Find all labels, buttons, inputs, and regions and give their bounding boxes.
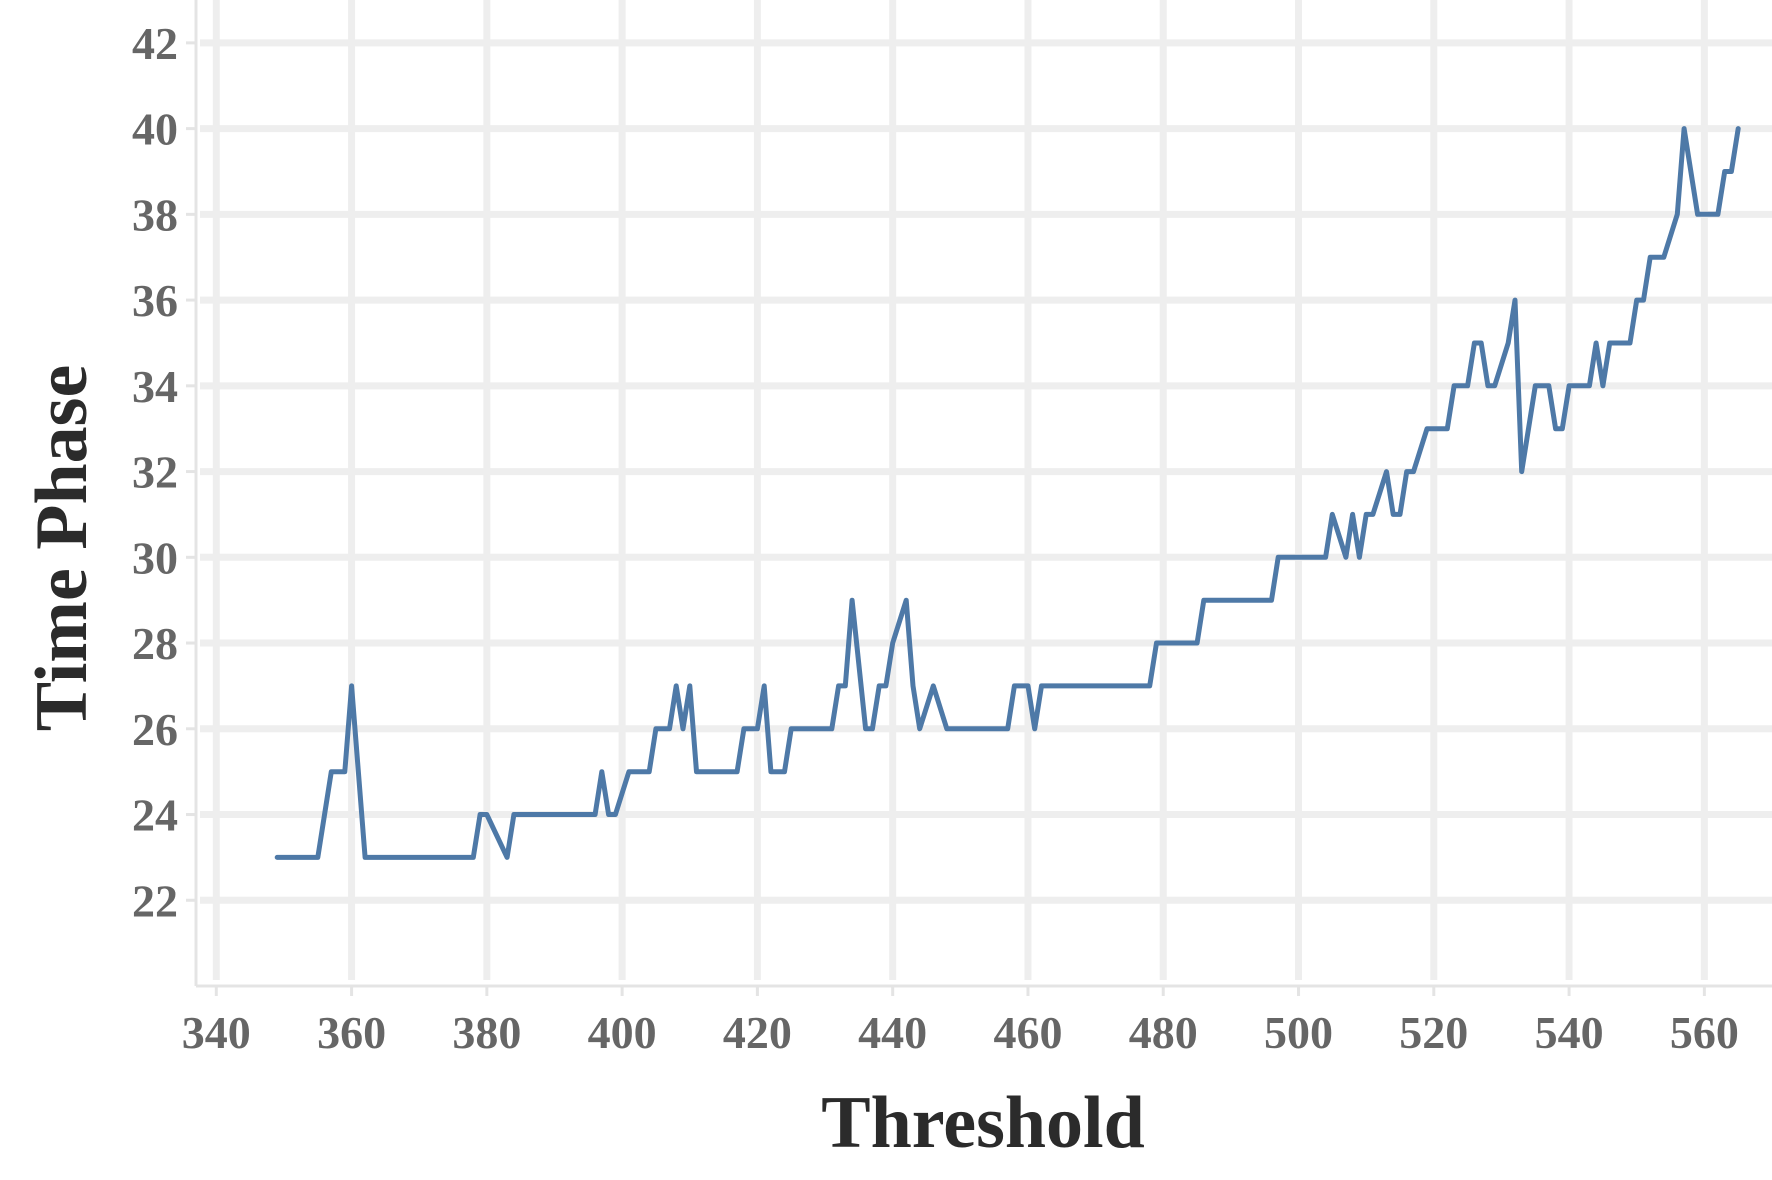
x-tick-label: 420 bbox=[723, 1007, 792, 1058]
y-tick-label: 24 bbox=[132, 790, 178, 841]
x-tick-label: 400 bbox=[588, 1007, 657, 1058]
x-tick-label: 480 bbox=[1129, 1007, 1198, 1058]
x-tick-label: 440 bbox=[858, 1007, 927, 1058]
y-tick-label: 28 bbox=[132, 618, 178, 669]
x-tick-label: 380 bbox=[452, 1007, 521, 1058]
axes bbox=[186, 0, 1772, 996]
series-line bbox=[274, 126, 1741, 860]
y-tick-label: 34 bbox=[132, 361, 178, 412]
series-layer bbox=[274, 126, 1741, 860]
y-tick-label: 32 bbox=[132, 447, 178, 498]
y-tick-label: 40 bbox=[132, 104, 178, 155]
y-tick-label: 30 bbox=[132, 532, 178, 583]
y-tick-label: 38 bbox=[132, 189, 178, 240]
x-tick-label: 560 bbox=[1670, 1007, 1739, 1058]
x-tick-label: 460 bbox=[993, 1007, 1062, 1058]
y-tick-label: 22 bbox=[132, 875, 178, 926]
x-tick-label: 540 bbox=[1535, 1007, 1604, 1058]
grid bbox=[200, 0, 1772, 980]
y-tick-label: 42 bbox=[132, 18, 178, 69]
x-tick-label: 500 bbox=[1264, 1007, 1333, 1058]
y-tick-label: 36 bbox=[132, 275, 178, 326]
tick-labels: 340 360 380 400 420 440 460 480 500 520 540 560 22 24… bbox=[132, 18, 1739, 1058]
x-tick-label: 520 bbox=[1399, 1007, 1468, 1058]
y-axis-title: Time Phase bbox=[21, 365, 103, 732]
x-tick-label: 360 bbox=[317, 1007, 386, 1058]
x-tick-label: 340 bbox=[182, 1007, 251, 1058]
y-tick-label: 26 bbox=[132, 704, 178, 755]
x-axis-title: Threshold bbox=[821, 1082, 1145, 1164]
